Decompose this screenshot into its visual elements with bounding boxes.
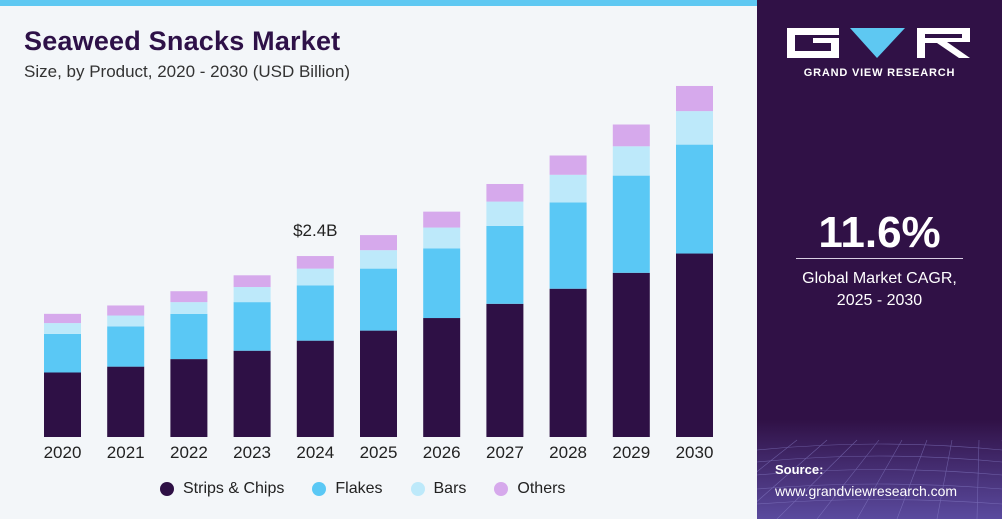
decorative-grid-background [757, 420, 1002, 519]
bar-2027-series-0 [486, 303, 524, 437]
bar-2026-series-2 [423, 227, 461, 249]
bar-2029-series-3 [612, 124, 650, 147]
bar-2022-series-2 [170, 302, 208, 314]
bar-2028-series-1 [549, 202, 587, 289]
bar-2023-series-3 [233, 275, 271, 288]
bar-2028-series-0 [549, 288, 587, 437]
legend-item: Flakes [312, 480, 383, 498]
legend-swatch [160, 482, 174, 496]
chart-title: Seaweed Snacks Market [24, 26, 341, 56]
bar-2026-series-1 [423, 248, 461, 319]
source-label: Source: [775, 462, 824, 477]
cagr-label-line-1: Global Market CAGR, [802, 270, 957, 287]
bar-2023-series-1 [233, 302, 271, 351]
legend-item: Strips & Chips [160, 480, 284, 498]
bar-2024-series-2 [296, 268, 334, 286]
legend-swatch [410, 482, 425, 496]
bar-2022-series-1 [170, 313, 208, 360]
bar-2020-series-2 [44, 323, 81, 334]
bar-2021-series-0 [107, 366, 145, 437]
bar-2021-series-3 [107, 305, 145, 316]
bar-2028-series-3 [549, 155, 587, 175]
bar-2027-series-2 [486, 201, 524, 226]
legend-swatch [312, 482, 327, 496]
bar-2022-series-0 [170, 359, 208, 437]
bar-2020-series-3 [44, 313, 81, 324]
bar-2022-series-3 [170, 291, 208, 303]
chart-subtitle: Size, by Product, 2020 - 2030 (USD Billi… [24, 62, 350, 81]
stacked-bar-chart: 2020 2021 2022 2023 2024 $2.4B 2025 2026 2027 202… [44, 85, 714, 462]
bar-2026-series-0 [423, 318, 461, 437]
bar-2023-series-0 [233, 350, 271, 437]
brand-name: GRAND VIEW RESEARCH [803, 67, 956, 79]
bar-2029-series-0 [612, 272, 650, 437]
x-tick-label: 2024 [296, 443, 334, 462]
bar-2030-series-1 [676, 144, 713, 254]
chart-legend: Strips & Chips Flakes Bars Others [160, 480, 593, 498]
x-tick-label: 2022 [170, 443, 208, 462]
x-tick-label: 2026 [423, 443, 461, 462]
bar-2025-series-3 [360, 235, 397, 251]
legend-label: Others [517, 480, 566, 497]
x-tick-label: 2023 [233, 443, 271, 462]
legend-swatch [494, 482, 509, 496]
bar-2028-series-2 [549, 174, 587, 203]
bar-2021-series-2 [107, 315, 145, 327]
cagr-value: 11.6% [818, 208, 941, 257]
x-tick-label: 2021 [107, 443, 145, 462]
bar-2025-series-0 [360, 330, 397, 437]
bar-2021-series-1 [107, 326, 145, 367]
x-tick-label: 2027 [486, 443, 524, 462]
bar-2030-series-0 [676, 253, 713, 437]
bar-2024-series-1 [296, 285, 334, 341]
grand-view-research-logo [787, 28, 970, 58]
x-tick-label: 2020 [44, 443, 82, 462]
bar-2027-series-3 [486, 183, 524, 202]
legend-item: Others [494, 480, 565, 498]
bar-2020-series-1 [44, 333, 81, 373]
bar-2023-series-2 [233, 287, 271, 303]
top-accent-bar [0, 0, 757, 6]
x-tick-label: 2025 [360, 443, 398, 462]
source-url: www.grandviewresearch.com [775, 483, 958, 499]
bar-2030-series-3 [676, 85, 713, 112]
x-tick-label: 2030 [676, 443, 714, 462]
legend-label: Flakes [335, 480, 383, 497]
cagr-label: Global Market CAGR, 2025 - 2030 [757, 268, 1002, 312]
legend-label: Bars [433, 480, 467, 497]
x-tick-label: 2029 [612, 443, 650, 462]
bar-2029-series-2 [612, 146, 650, 176]
cagr-divider [796, 258, 963, 259]
x-tick-label: 2028 [549, 443, 587, 462]
bar-2020-series-0 [44, 372, 81, 437]
bar-2025-series-2 [360, 250, 397, 269]
bar-2027-series-1 [486, 225, 524, 304]
cagr-label-line-2: 2025 - 2030 [836, 292, 923, 309]
bar-2024-series-0 [296, 340, 334, 437]
bar-2030-series-2 [676, 111, 713, 145]
legend-item: Bars [410, 480, 467, 498]
sidebar-panel: GRAND VIEW RESEARCH 11.6% Global Market … [757, 0, 1002, 519]
bar-2026-series-3 [423, 211, 461, 228]
bar-2025-series-1 [360, 268, 397, 331]
bar-2024-series-3 [296, 256, 334, 269]
data-label-2024: $2.4B [293, 221, 337, 240]
bar-2029-series-1 [612, 175, 650, 273]
legend-label: Strips & Chips [183, 480, 285, 497]
